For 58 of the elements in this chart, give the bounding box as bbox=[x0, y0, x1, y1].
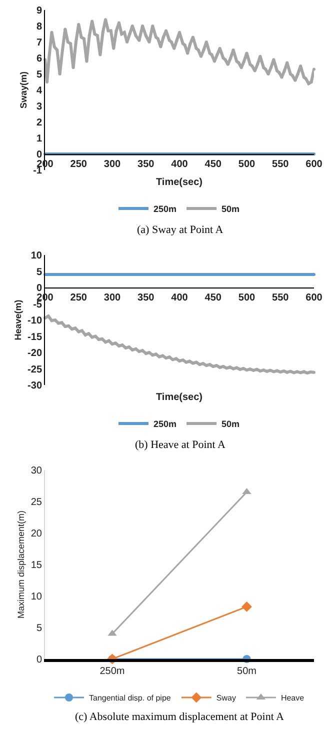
x-tick-label: 350 bbox=[138, 159, 155, 170]
text: (c) Absolute maximum displacement at Point A bbox=[75, 711, 284, 723]
y-tick-label: 1 bbox=[36, 134, 42, 144]
y-tick-label: 5 bbox=[36, 623, 42, 634]
y-tick-label: 20 bbox=[30, 528, 42, 540]
x-tick-label: 400 bbox=[171, 159, 188, 170]
y-tick-label: 10 bbox=[30, 592, 42, 602]
legend-label: 250m bbox=[154, 419, 177, 430]
x-tick-label: 450 bbox=[204, 159, 222, 170]
y-tick-label: -25 bbox=[28, 364, 42, 376]
y-tick-label: -5 bbox=[33, 299, 42, 310]
y-tick-label: 7 bbox=[36, 38, 42, 48]
legend-label: 50m bbox=[222, 419, 240, 430]
text: (b) Heave at Point A bbox=[135, 439, 226, 451]
y-tick-label: -1 bbox=[33, 166, 42, 176]
y-tick-label: 4 bbox=[36, 86, 42, 96]
y-tick-label: 0 bbox=[36, 283, 42, 294]
x-tick-label: 450 bbox=[204, 292, 222, 304]
y-tick-label: -10 bbox=[28, 316, 42, 326]
y-axis-title: Sway(m) bbox=[18, 71, 28, 109]
x-tick-label: 250 bbox=[70, 292, 88, 304]
x-tick-label: 600 bbox=[306, 292, 323, 304]
text: (a) Sway at Point A bbox=[137, 224, 224, 236]
legend-label: 250m bbox=[154, 204, 177, 214]
y-tick-label: 5 bbox=[36, 266, 42, 278]
y-tick-label: 25 bbox=[30, 497, 42, 508]
x-tick-label: 550 bbox=[272, 159, 290, 170]
y-axis-title: Maximum displacement(m) bbox=[16, 510, 26, 619]
y-tick-label: 6 bbox=[36, 54, 42, 64]
legend-label: Tangential disp. of pipe bbox=[89, 694, 172, 703]
y-tick-label: 30 bbox=[30, 466, 42, 476]
x-tick-label: 350 bbox=[138, 292, 155, 304]
x-tick-label: 500 bbox=[238, 292, 256, 304]
y-tick-label: 8 bbox=[36, 22, 42, 32]
y-tick-label: 0 bbox=[36, 150, 42, 160]
y-tick-label: -20 bbox=[28, 348, 42, 359]
y-tick-label: 15 bbox=[30, 560, 42, 571]
x-tick-label: 550 bbox=[272, 292, 290, 304]
legend-label: 50m bbox=[222, 204, 240, 214]
x-tick-label: 600 bbox=[306, 159, 323, 170]
x-tick-label: 300 bbox=[104, 159, 122, 170]
x-tick-label: 500 bbox=[238, 159, 256, 170]
y-tick-label: 5 bbox=[36, 70, 42, 80]
y-tick-label: 10 bbox=[30, 250, 42, 262]
x-tick-label: 300 bbox=[104, 292, 122, 304]
x-axis-title: Time(sec) bbox=[156, 392, 203, 403]
x-axis-title: Time(sec) bbox=[156, 177, 203, 188]
legend-label: Sway bbox=[216, 694, 236, 703]
x-tick-label: 250 bbox=[70, 159, 88, 170]
y-tick-label: -15 bbox=[28, 332, 42, 343]
y-tick-label: 2 bbox=[36, 118, 42, 128]
legend-label: Heave bbox=[280, 694, 305, 703]
x-tick-label: 400 bbox=[171, 292, 188, 304]
y-tick-label: 3 bbox=[36, 102, 42, 112]
y-tick-label: 9 bbox=[36, 6, 42, 16]
y-tick-label: -30 bbox=[28, 380, 42, 392]
y-tick-label: 0 bbox=[36, 654, 42, 666]
y-axis-title: Heave(m) bbox=[12, 300, 23, 340]
